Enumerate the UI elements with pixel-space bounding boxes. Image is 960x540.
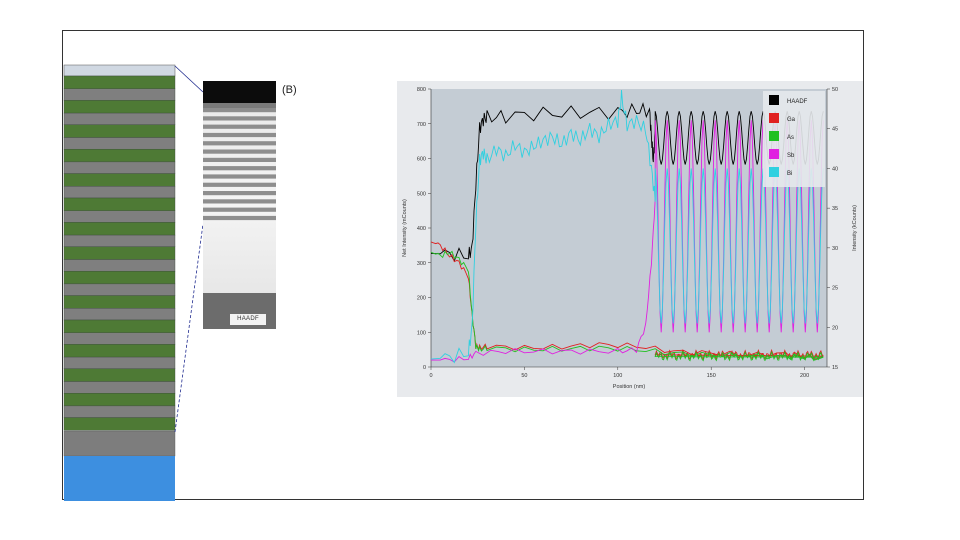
gray-layer: [63, 405, 176, 418]
green-layer: [63, 124, 176, 138]
legend-swatch: [769, 167, 779, 177]
legend-entry: Ga: [787, 117, 796, 123]
series-line-bi: [430, 89, 824, 364]
legend-swatch: [769, 113, 779, 123]
green-layer: [63, 295, 176, 309]
legend-entry: Bi: [787, 171, 792, 177]
eds-line-profile-chart: 0 50 100 150 200 0 100 200 300 400 500 600 700 800 15 2…: [397, 81, 863, 397]
gray-layer: [63, 381, 176, 394]
tem-stripe: [203, 215, 276, 221]
y-tick-label: 300: [417, 261, 426, 267]
y-tick-label: 200: [417, 296, 426, 302]
y2-tick-label: 30: [832, 246, 838, 252]
gray-layer: [63, 88, 176, 101]
legend-entry: HAADF: [787, 99, 808, 105]
green-layer: [63, 417, 176, 431]
zoom-line-bottom: [174, 223, 204, 433]
tem-stripe: [203, 166, 276, 171]
x-tick-label: 100: [613, 373, 622, 379]
y-tick-label: 100: [417, 330, 426, 336]
tem-stripe: [203, 108, 276, 113]
x-tick-label: 200: [800, 373, 809, 379]
gray-layer: [63, 112, 176, 125]
tem-stripe: [203, 124, 276, 129]
legend-swatch: [769, 149, 779, 159]
y-axis-title: Net Intensity (mCounts): [402, 199, 408, 257]
tem-stripe: [203, 199, 276, 204]
zoom-line-top: [174, 65, 204, 93]
y-tick-label: 700: [417, 122, 426, 128]
y-tick-label: 600: [417, 157, 426, 163]
y2-tick-label: 50: [832, 87, 838, 93]
y2-tick-label: 20: [832, 325, 838, 331]
buffer-layer: [63, 430, 176, 457]
green-layer: [63, 100, 176, 114]
gray-layer: [63, 234, 176, 248]
tem-panel-label: (B): [282, 84, 297, 96]
tem-stripe: [203, 141, 276, 146]
gray-layer: [63, 259, 176, 272]
y2-tick-label: 15: [832, 365, 838, 371]
green-layer: [63, 393, 176, 407]
tem-caption: HAADF: [230, 314, 266, 325]
gray-layer: [63, 356, 176, 370]
legend-swatch: [769, 131, 779, 141]
cap-layer: [63, 64, 176, 77]
gray-layer: [63, 210, 176, 223]
green-layer: [63, 222, 176, 236]
tem-stripe: [203, 174, 276, 179]
haadf-stem-image: [203, 81, 276, 329]
series-line-as: [430, 250, 824, 362]
tem-stripe: [203, 132, 276, 138]
tem-stripe: [203, 149, 276, 154]
y2-tick-label: 45: [832, 127, 838, 133]
y2-axis-title: Intensity (kCounts): [852, 205, 858, 251]
gray-layer: [63, 161, 176, 174]
y2-tick-label: 40: [832, 166, 838, 172]
tem-stripe: [203, 182, 276, 187]
substrate-layer: [64, 456, 175, 501]
green-layer: [63, 368, 176, 382]
y-tick-label: 500: [417, 191, 426, 197]
legend-entry: As: [787, 135, 794, 141]
green-layer: [63, 344, 176, 358]
legend-entry: Sb: [787, 153, 795, 159]
green-layer: [63, 75, 176, 89]
gray-layer: [63, 137, 176, 150]
green-layer: [63, 246, 176, 260]
y2-tick-label: 25: [832, 286, 838, 292]
y-tick-label: 800: [417, 87, 426, 93]
legend: HAADF Ga As Sb Bi: [763, 91, 825, 187]
x-tick-label: 0: [429, 373, 432, 379]
gray-layer: [63, 308, 176, 321]
layer-stack-diagram: [63, 64, 204, 501]
green-layer: [63, 173, 176, 187]
tem-stripe: [203, 207, 276, 212]
y-tick-label: 400: [417, 226, 426, 232]
x-tick-label: 50: [521, 373, 527, 379]
tem-stripe: [203, 157, 276, 162]
x-axis-title: Position (nm): [613, 384, 646, 390]
gray-layer: [63, 332, 176, 345]
green-layer: [63, 148, 176, 163]
tem-stripe: [203, 191, 276, 196]
green-layer: [63, 319, 176, 333]
y2-tick-label: 35: [832, 206, 838, 212]
legend-swatch: [769, 95, 779, 105]
x-tick-label: 150: [707, 373, 716, 379]
series-line-ga: [430, 241, 824, 360]
gray-layer: [63, 283, 176, 296]
green-layer: [63, 197, 176, 211]
gray-layer: [63, 186, 176, 199]
tem-stripe: [203, 116, 276, 121]
y-tick-label: 0: [423, 365, 426, 371]
green-layer: [63, 270, 176, 285]
